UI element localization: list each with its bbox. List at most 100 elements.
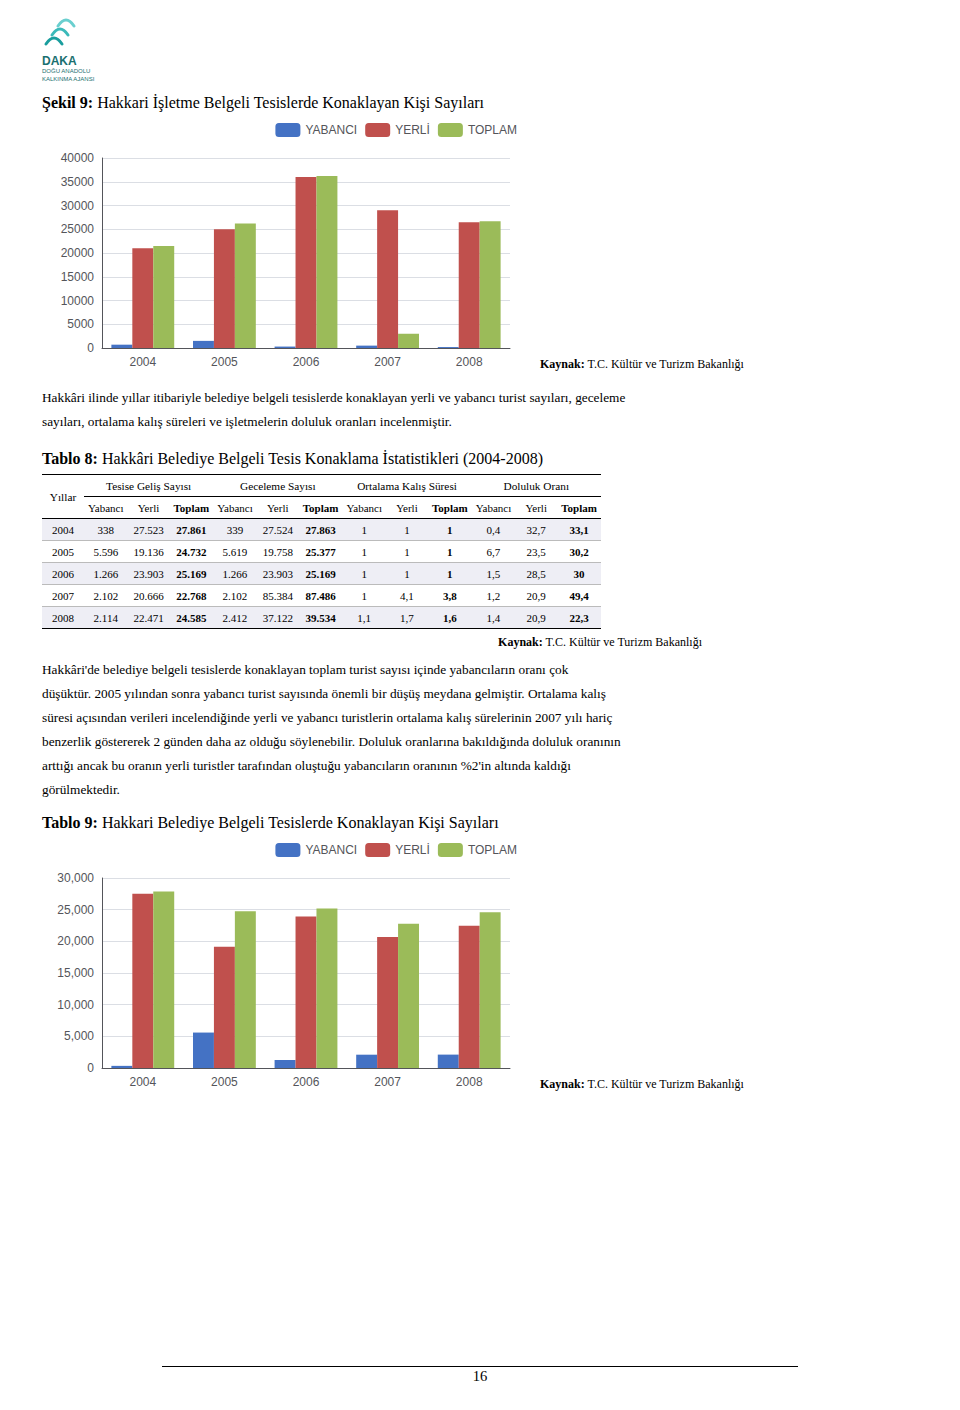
- svg-text:2006: 2006: [293, 1075, 320, 1089]
- html-text:Tablo 8: Hakkâri Belediye Belg: Tablo 8: Hakkâri Belediye Belgeli Tesis …: [42, 450, 543, 467]
- html-text:Yabancı: Yabancı: [346, 501, 382, 514]
- svg-text:2008: 2008: [456, 1075, 483, 1089]
- html-text:33,1: 33,1: [569, 523, 589, 536]
- svg-text:30,000: 30,000: [57, 871, 94, 885]
- html-text:Tablo 9: Hakkari Belediye Belg: Tablo 9: Hakkari Belediye Belgeli Tesisl…: [42, 814, 499, 831]
- html-text:Yabancı: Yabancı: [88, 501, 124, 514]
- html-text:20.666: 20.666: [133, 589, 164, 602]
- html-text:27.861: 27.861: [176, 523, 207, 536]
- html-text:Yıllar: Yıllar: [49, 490, 77, 503]
- html-text:339: 339: [226, 523, 244, 536]
- html-text:Yerli: Yerli: [525, 501, 547, 514]
- svg-text:2006: 2006: [293, 355, 320, 369]
- svg-text:10000: 10000: [61, 294, 95, 308]
- html-text:0,4: 0,4: [486, 523, 501, 536]
- svg-text:25,000: 25,000: [57, 903, 94, 917]
- html-text:23.903: 23.903: [262, 567, 293, 580]
- html-text:23.903: 23.903: [133, 567, 164, 580]
- svg-text:10,000: 10,000: [57, 998, 94, 1012]
- svg-text:2004: 2004: [129, 1075, 156, 1089]
- svg-text:0: 0: [87, 1061, 94, 1075]
- html-text:2.102: 2.102: [93, 589, 119, 602]
- svg-text:20000: 20000: [61, 246, 95, 260]
- html-text:2.102: 2.102: [222, 589, 248, 602]
- html-text:Yerli: Yerli: [137, 501, 160, 514]
- html-text:28,5: 28,5: [526, 567, 546, 580]
- svg-text:25000: 25000: [61, 222, 95, 236]
- html-text:5.596: 5.596: [93, 545, 119, 558]
- svg-text:TOPLAM: TOPLAM: [468, 843, 517, 857]
- svg-text:40000: 40000: [61, 151, 95, 165]
- html-text:19.136: 19.136: [133, 545, 164, 558]
- svg-text:2007: 2007: [374, 355, 401, 369]
- html-text:DAKA: DAKA: [42, 54, 77, 68]
- html-text:Yabancı: Yabancı: [475, 501, 512, 514]
- html-text:Toplam: Toplam: [173, 501, 210, 514]
- svg-text:15,000: 15,000: [57, 966, 94, 980]
- html-text:16: 16: [472, 1368, 488, 1384]
- svg-text:35000: 35000: [61, 175, 95, 189]
- html-text:Doluluk Oranı: Doluluk Oranı: [503, 479, 569, 492]
- svg-text:2008: 2008: [456, 355, 483, 369]
- html-text:Toplam: Toplam: [432, 501, 468, 514]
- html-text:22.768: 22.768: [176, 589, 207, 602]
- svg-text:30000: 30000: [61, 199, 95, 213]
- svg-text:YABANCI: YABANCI: [305, 843, 357, 857]
- html-text:benzerlik göstererek 2 günden: benzerlik göstererek 2 günden daha az ol…: [42, 734, 621, 749]
- html-text:32,7: 32,7: [526, 523, 546, 536]
- html-text:Geceleme Sayısı: Geceleme Sayısı: [240, 479, 316, 492]
- html-text:25.377: 25.377: [305, 545, 336, 558]
- svg-text:2005: 2005: [211, 1075, 238, 1089]
- html-text:338: 338: [97, 523, 114, 536]
- svg-text:5000: 5000: [67, 317, 94, 331]
- svg-text:YERLİ: YERLİ: [395, 123, 430, 137]
- html-text:Yabancı: Yabancı: [217, 501, 253, 514]
- html-text:görülmektedir.: görülmektedir.: [42, 782, 120, 797]
- html-text:süresi açısından verileri ince: süresi açısından verileri incelendiğinde…: [42, 710, 613, 725]
- svg-text:TOPLAM: TOPLAM: [468, 123, 517, 137]
- html-text:30,2: 30,2: [569, 545, 589, 558]
- html-text:5.619: 5.619: [222, 545, 248, 558]
- html-text:24.732: 24.732: [176, 545, 207, 558]
- html-text:Tesise Geliş Sayısı: Tesise Geliş Sayısı: [106, 479, 192, 492]
- html-text:1.266: 1.266: [93, 567, 119, 580]
- html-text:2007: 2007: [52, 589, 74, 602]
- svg-text:YABANCI: YABANCI: [305, 123, 357, 137]
- html-text:arttığı ancak bu oranın yerli: arttığı ancak bu oranın yerli turistler …: [42, 758, 571, 773]
- html-text:Toplam: Toplam: [561, 501, 597, 514]
- html-text:19.758: 19.758: [262, 545, 293, 558]
- html-text:27.863: 27.863: [305, 523, 336, 536]
- svg-text:15000: 15000: [61, 270, 95, 284]
- html-text:Hakkâri'de belediye belgeli te: Hakkâri'de belediye belgeli tesislerde k…: [42, 662, 569, 677]
- svg-text:YERLİ: YERLİ: [395, 843, 430, 857]
- html-text:25.169: 25.169: [305, 567, 336, 580]
- html-text:Kaynak: T.C. Kültür ve Turizm: Kaynak: T.C. Kültür ve Turizm Bakanlığı: [540, 1077, 744, 1091]
- svg-text:2005: 2005: [211, 355, 238, 369]
- svg-text:20,000: 20,000: [57, 934, 94, 948]
- html-text:Yerli: Yerli: [396, 501, 418, 514]
- html-text:1.266: 1.266: [222, 567, 248, 580]
- html-text:25.169: 25.169: [176, 567, 207, 580]
- html-text:Ortalama Kalış Süresi: Ortalama Kalış Süresi: [357, 479, 457, 492]
- html-text:Toplam: Toplam: [302, 501, 339, 514]
- html-text:1,5: 1,5: [486, 567, 501, 580]
- svg-text:2004: 2004: [129, 355, 156, 369]
- html-text:27.524: 27.524: [262, 523, 293, 536]
- svg-text:0: 0: [87, 341, 94, 355]
- html-text:Kaynak: T.C. Kültür ve Turizm: Kaynak: T.C. Kültür ve Turizm Bakanlığı: [498, 635, 702, 649]
- html-text:Kaynak: T.C. Kültür ve Turizm: Kaynak: T.C. Kültür ve Turizm Bakanlığı: [540, 357, 744, 371]
- html-text:2004: 2004: [52, 523, 74, 536]
- html-text:düşüktür. 2005 yılından sonra: düşüktür. 2005 yılından sonra yabancı tu…: [42, 686, 606, 701]
- svg-text:5,000: 5,000: [64, 1029, 94, 1043]
- html-text:2005: 2005: [52, 545, 74, 558]
- html-text:2006: 2006: [52, 567, 74, 580]
- html-text:85.384: 85.384: [262, 589, 293, 602]
- html-text:Yerli: Yerli: [267, 501, 289, 514]
- html-text:6,7: 6,7: [486, 545, 501, 558]
- html-text:Şekil 9: Hakkari İşletme Belge: Şekil 9: Hakkari İşletme Belgeli Tesisle…: [42, 94, 484, 111]
- html-text:27.523: 27.523: [133, 523, 164, 536]
- html-text:Hakkâri ilinde yıllar itibariy: Hakkâri ilinde yıllar itibariyle belediy…: [42, 390, 626, 405]
- html-text:sayıları, ortalama kalış sürel: sayıları, ortalama kalış süreleri ve işl…: [42, 414, 452, 429]
- html-text:23,5: 23,5: [526, 545, 546, 558]
- svg-text:2007: 2007: [374, 1075, 401, 1089]
